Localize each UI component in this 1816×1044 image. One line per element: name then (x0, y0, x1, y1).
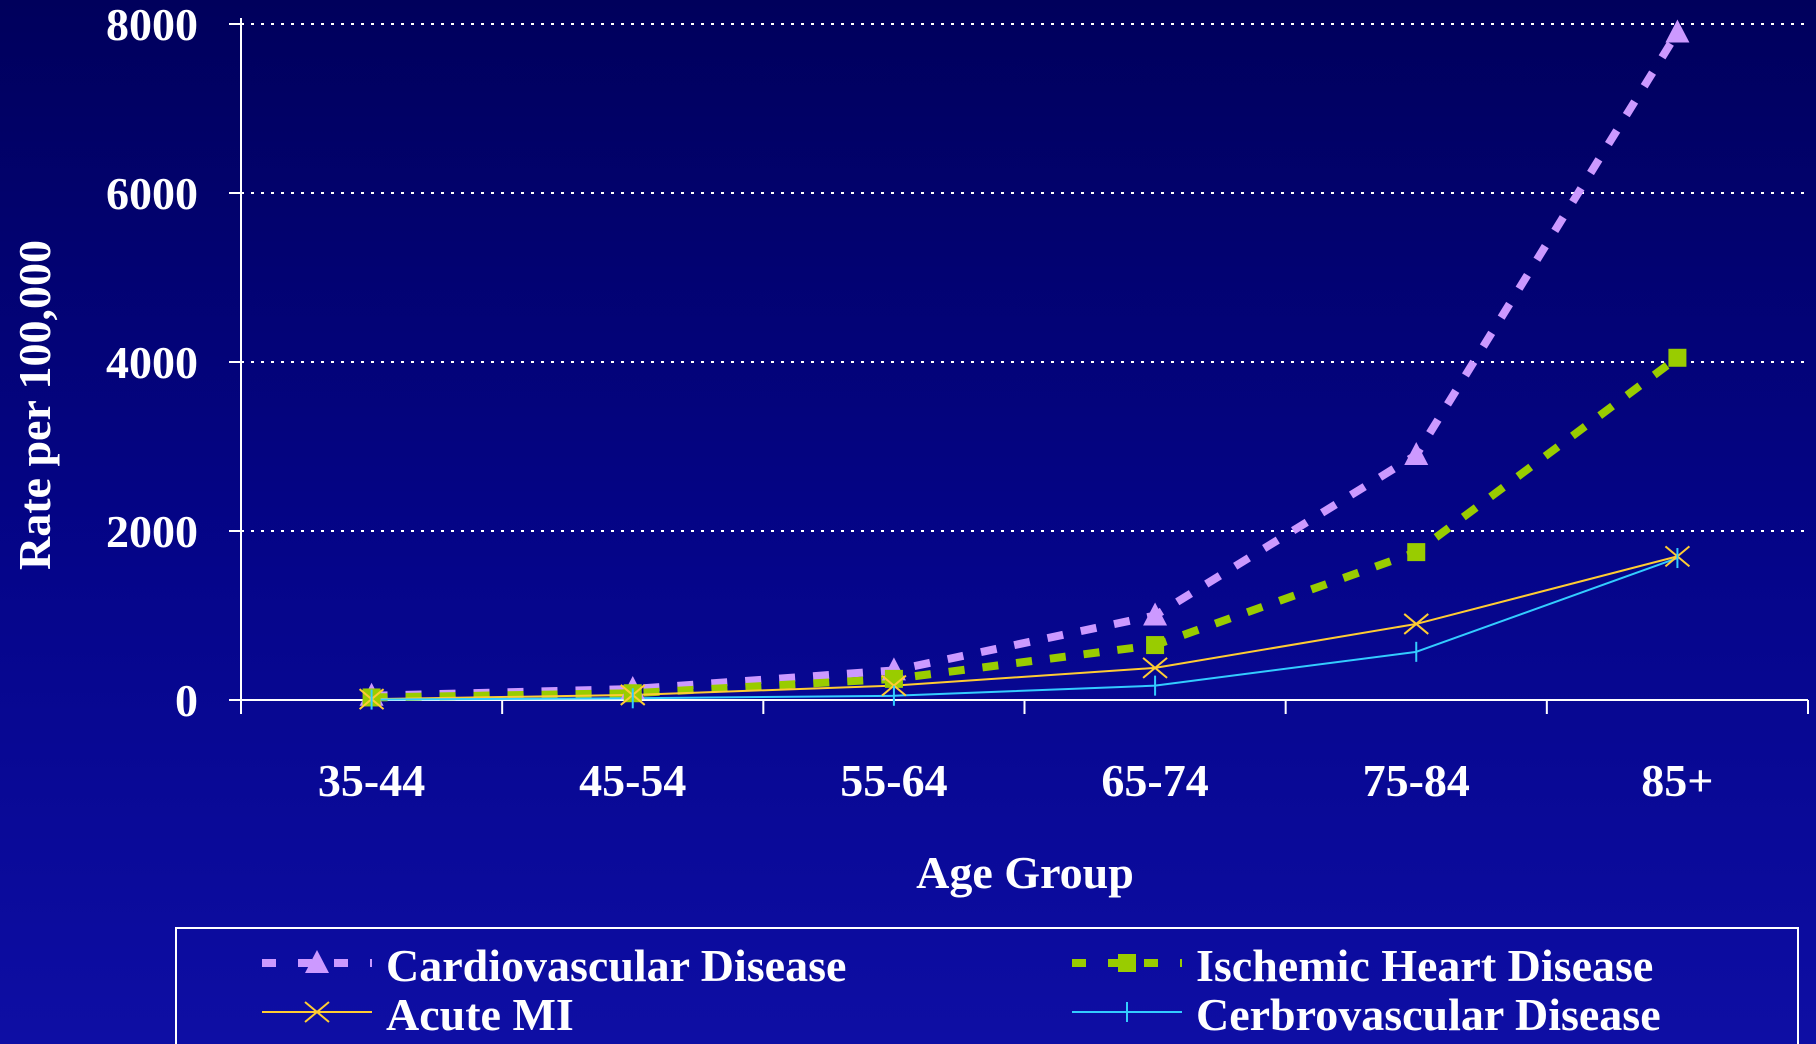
y-tick-label: 6000 (106, 168, 198, 219)
x-tick-label: 75-84 (1363, 755, 1470, 806)
data-point (884, 669, 903, 688)
y-axis-label: Rate per 100,000 (9, 240, 60, 570)
series-markers (358, 19, 1691, 710)
x-tick-label: 35-44 (318, 755, 425, 806)
series-line-acute-mi (371, 555, 1678, 701)
data-point (881, 674, 907, 697)
data-point (1146, 636, 1165, 655)
series-lines (371, 30, 1681, 702)
legend: Cardiovascular Disease Ischemic Heart Dis… (175, 927, 1799, 1044)
legend-item: Cardiovascular Disease (262, 940, 846, 991)
y-tick-label: 8000 (106, 0, 198, 50)
legend-label: Acute MI (386, 989, 574, 1040)
data-point (1143, 602, 1168, 626)
data-point (1142, 657, 1168, 679)
x-tick-label: 85+ (1641, 755, 1713, 806)
legend-item: Cerbrovascular Disease (1072, 989, 1661, 1040)
legend-marker (305, 950, 329, 973)
data-point (1404, 441, 1429, 465)
tick-labels: 0 2000 4000 6000 8000 35-44 45-54 55-64 65-74 75-… (106, 0, 1714, 806)
legend-item: Ischemic Heart Disease (1072, 940, 1653, 991)
x-axis-label: Age Group (916, 847, 1134, 898)
legend-marker (304, 1001, 330, 1023)
data-point (1665, 19, 1690, 43)
legend-marker (1118, 954, 1136, 972)
data-point (1403, 613, 1429, 635)
x-tick-label: 65-74 (1101, 755, 1208, 806)
y-tick-label: 0 (175, 675, 198, 726)
axes (229, 18, 1809, 714)
legend-label: Cardiovascular Disease (386, 940, 846, 991)
data-point (1407, 543, 1426, 562)
x-tick-label: 55-64 (840, 755, 947, 806)
series-line-cardiovascular-disease (371, 30, 1681, 700)
y-tick-label: 2000 (106, 506, 198, 557)
series-line-ischemic-heart-disease (371, 354, 1680, 702)
y-tick-label: 4000 (106, 337, 198, 388)
data-point (1668, 348, 1687, 367)
legend-label: Ischemic Heart Disease (1196, 940, 1653, 991)
x-tick-label: 45-54 (579, 755, 686, 806)
gridlines (241, 23, 1808, 532)
legend-label: Cerbrovascular Disease (1196, 989, 1661, 1040)
series-line-cerbrovascular-disease (371, 557, 1678, 701)
legend-item: Acute MI (262, 989, 574, 1040)
legend-box (175, 927, 1799, 1044)
